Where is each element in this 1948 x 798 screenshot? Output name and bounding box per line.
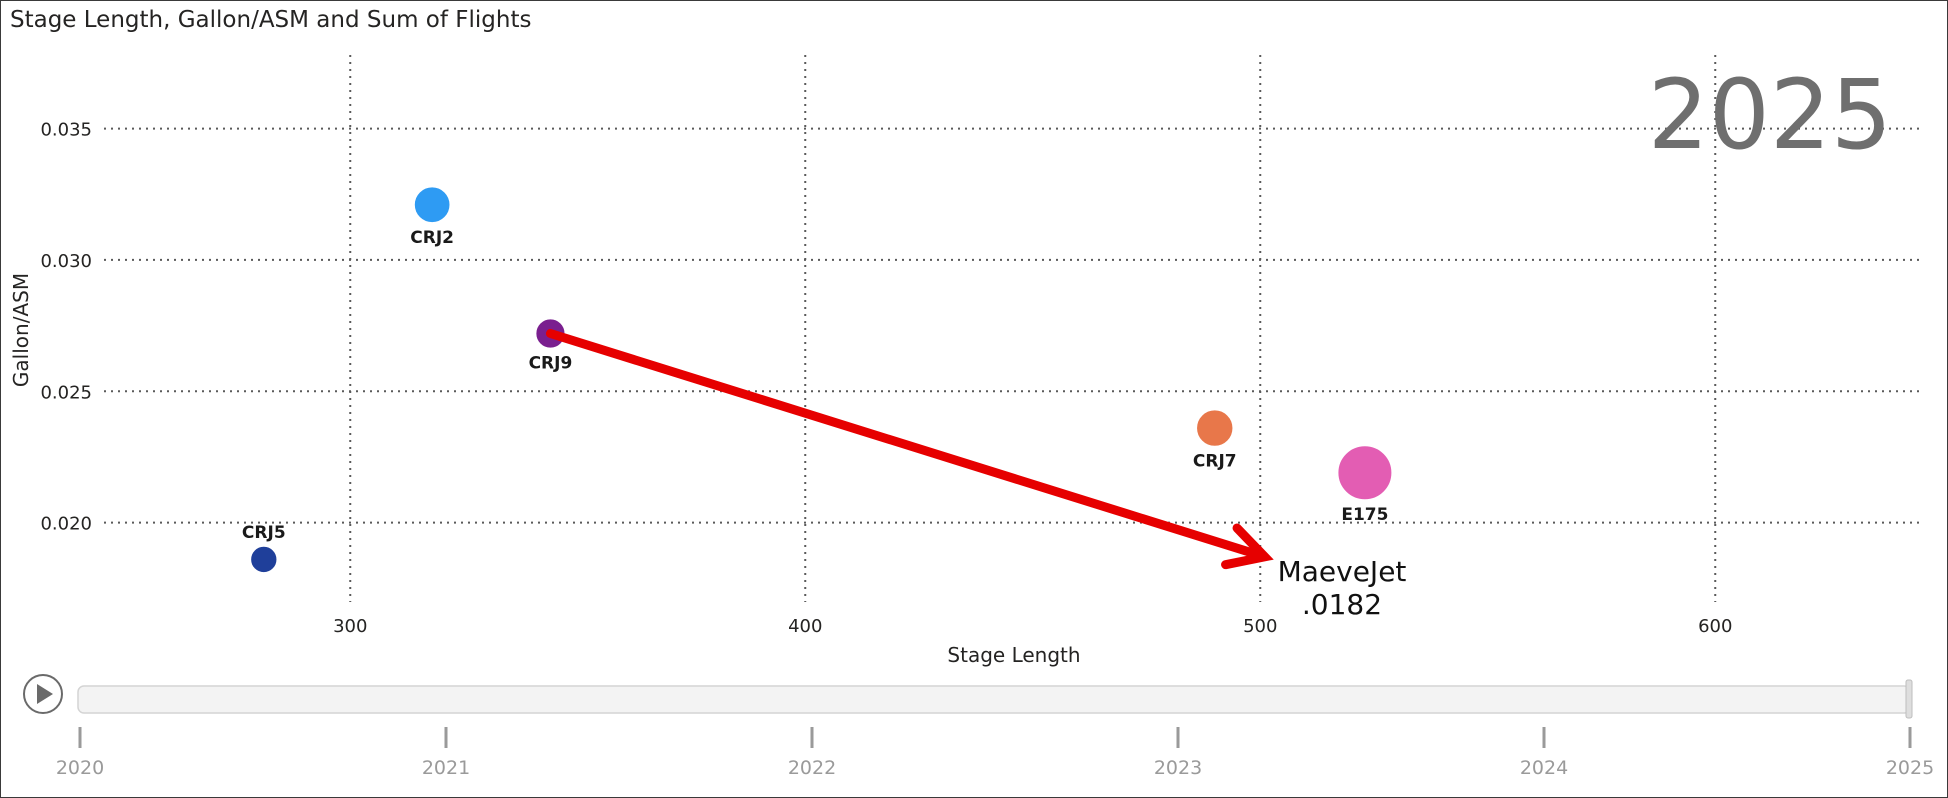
points-layer: CRJ5 CRJ2 CRJ9 CRJ7 E175 (242, 185, 1393, 574)
x-tick-label: 500 (1243, 616, 1277, 637)
timeline-year-label[interactable]: 2025 (1886, 757, 1934, 779)
data-point-crj7[interactable] (1195, 408, 1234, 448)
data-point-e175[interactable] (1336, 444, 1393, 501)
timeline-year-label[interactable]: 2023 (1154, 757, 1202, 779)
grid-layer (104, 55, 1920, 602)
annotation-arrow-head (1221, 523, 1274, 570)
timeline-ticks: 2020 2021 2022 2023 2024 2025 (56, 727, 1934, 779)
data-point-crj5[interactable] (249, 545, 278, 574)
data-label-e175: E175 (1341, 505, 1388, 525)
y-tick-label: 0.035 (40, 120, 92, 141)
timeline-year-label[interactable]: 2020 (56, 757, 104, 779)
annotation-arrow-shaft (545, 329, 1264, 560)
y-tick-label: 0.025 (40, 382, 92, 403)
play-button[interactable] (23, 674, 63, 714)
data-label-crj9: CRJ9 (529, 353, 573, 373)
chart-title: Stage Length, Gallon/ASM and Sum of Flig… (10, 7, 532, 33)
y-axis-title: Gallon/ASM (9, 273, 33, 387)
x-axis-title: Stage Length (947, 643, 1080, 667)
x-tick-label: 300 (333, 616, 367, 637)
timeline-year-label[interactable]: 2021 (422, 757, 470, 779)
timeline-year-label[interactable]: 2022 (788, 757, 836, 779)
play-axis: 2020 2021 2022 2023 2024 2025 (23, 674, 1934, 779)
x-tick-label: 400 (788, 616, 822, 637)
annotation-text-line: MaeveJet (1278, 555, 1407, 588)
annotation-layer: MaeveJet.0182 (545, 329, 1407, 621)
data-label-crj5: CRJ5 (242, 523, 286, 543)
play-icon[interactable] (37, 684, 53, 704)
axis-layer: 300 400 500 600 0.020 0.025 0.030 0.035 Stage Le… (9, 120, 1732, 667)
timeline-slider-handle[interactable] (1905, 679, 1913, 719)
data-label-crj2: CRJ2 (410, 228, 454, 248)
data-label-crj7: CRJ7 (1193, 452, 1237, 472)
annotation-text-line: .0182 (1302, 588, 1382, 621)
x-tick-label: 600 (1698, 616, 1732, 637)
timeline-slider-track[interactable] (77, 685, 1911, 714)
timeline-year-label[interactable]: 2024 (1520, 757, 1568, 779)
data-point-crj2[interactable] (413, 185, 451, 224)
play-axis-year: 2025 (1648, 59, 1892, 171)
y-tick-label: 0.030 (40, 251, 92, 272)
y-tick-label: 0.020 (40, 514, 92, 535)
